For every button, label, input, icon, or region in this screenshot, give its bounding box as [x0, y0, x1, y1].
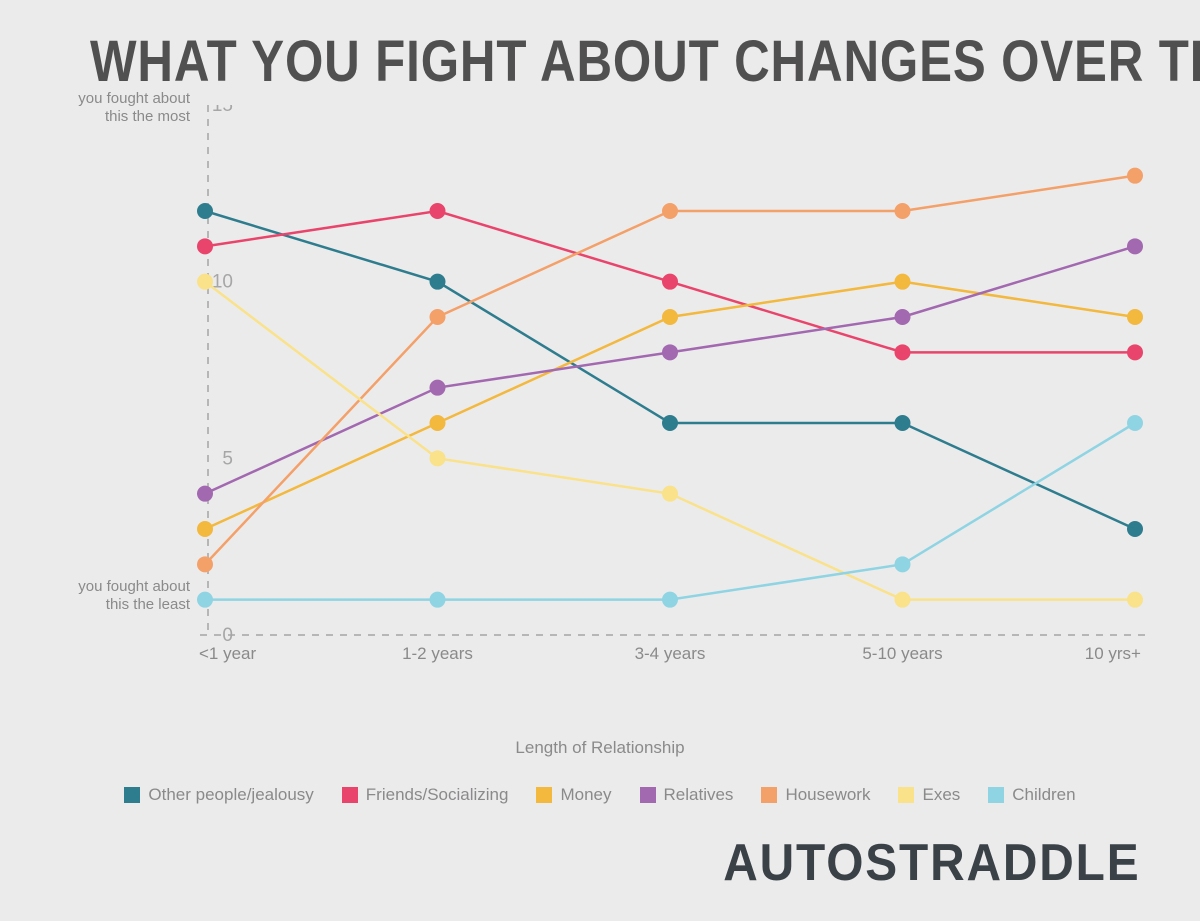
legend-swatch — [898, 787, 914, 803]
data-point — [197, 274, 213, 290]
legend-label: Other people/jealousy — [148, 785, 313, 805]
data-point — [197, 203, 213, 219]
data-point — [1127, 168, 1143, 184]
legend-swatch — [124, 787, 140, 803]
legend-label: Money — [560, 785, 611, 805]
data-point — [430, 309, 446, 325]
legend-label: Relatives — [664, 785, 734, 805]
brand-logo: AUTOSTRADDLE — [723, 833, 1140, 893]
y-tick-label: 5 — [222, 448, 233, 469]
data-point — [662, 415, 678, 431]
data-point — [895, 592, 911, 608]
legend-swatch — [988, 787, 1004, 803]
data-point — [430, 274, 446, 290]
data-point — [1127, 415, 1143, 431]
data-point — [1127, 309, 1143, 325]
y-axis-annotation-top: you fought aboutthis the most — [50, 90, 190, 126]
data-point — [662, 309, 678, 325]
data-point — [197, 238, 213, 254]
data-point — [1127, 592, 1143, 608]
legend-swatch — [536, 787, 552, 803]
legend-swatch — [342, 787, 358, 803]
legend-label: Children — [1012, 785, 1075, 805]
data-point — [430, 380, 446, 396]
legend-item: Other people/jealousy — [124, 785, 313, 805]
data-point — [662, 592, 678, 608]
data-point — [197, 521, 213, 537]
y-axis-annotation-bottom: you fought aboutthis the least — [50, 578, 190, 614]
data-point — [430, 415, 446, 431]
x-tick-label: 1-2 years — [402, 644, 473, 663]
data-point — [430, 592, 446, 608]
series-line — [205, 211, 1135, 529]
legend-label: Housework — [785, 785, 870, 805]
legend-item: Relatives — [640, 785, 734, 805]
x-tick-label: 5-10 years — [862, 644, 942, 663]
data-point — [197, 556, 213, 572]
x-tick-label: <1 year — [199, 644, 257, 663]
data-point — [895, 344, 911, 360]
chart-legend: Other people/jealousy Friends/Socializing… — [0, 785, 1200, 805]
series-line — [205, 423, 1135, 600]
legend-label: Exes — [922, 785, 960, 805]
legend-item: Exes — [898, 785, 960, 805]
legend-item: Housework — [761, 785, 870, 805]
data-point — [197, 486, 213, 502]
x-tick-label: 10 yrs+ — [1085, 644, 1141, 663]
legend-item: Friends/Socializing — [342, 785, 509, 805]
series-line — [205, 176, 1135, 565]
data-point — [895, 274, 911, 290]
x-tick-label: 3-4 years — [635, 644, 706, 663]
y-tick-label: 15 — [212, 105, 233, 116]
data-point — [662, 486, 678, 502]
data-point — [1127, 238, 1143, 254]
data-point — [662, 344, 678, 360]
chart-title: WHAT YOU FIGHT ABOUT CHANGES OVER TIME — [90, 0, 1110, 95]
data-point — [895, 556, 911, 572]
data-point — [895, 309, 911, 325]
data-point — [197, 592, 213, 608]
legend-label: Friends/Socializing — [366, 785, 509, 805]
legend-swatch — [640, 787, 656, 803]
data-point — [662, 274, 678, 290]
data-point — [1127, 521, 1143, 537]
data-point — [1127, 344, 1143, 360]
data-point — [430, 450, 446, 466]
x-axis-label: Length of Relationship — [0, 738, 1200, 758]
data-point — [430, 203, 446, 219]
data-point — [662, 203, 678, 219]
line-chart-svg: 051015<1 year1-2 years3-4 years5-10 year… — [60, 105, 1150, 665]
legend-item: Money — [536, 785, 611, 805]
chart-area: 051015<1 year1-2 years3-4 years5-10 year… — [60, 105, 1150, 705]
legend-swatch — [761, 787, 777, 803]
data-point — [895, 415, 911, 431]
data-point — [895, 203, 911, 219]
legend-item: Children — [988, 785, 1075, 805]
y-tick-label: 0 — [222, 625, 233, 646]
series-line — [205, 282, 1135, 600]
